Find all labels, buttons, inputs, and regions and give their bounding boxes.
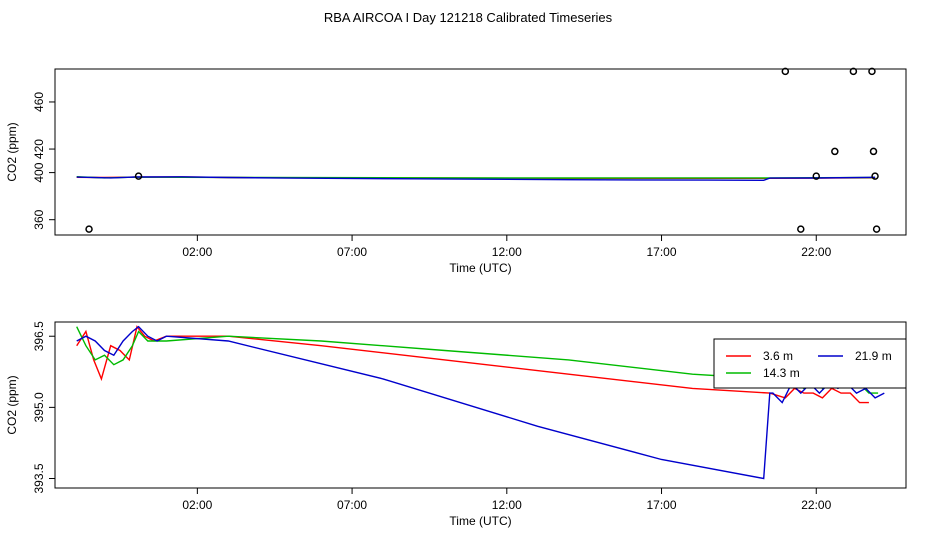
y-axis-label: CO2 (ppm) <box>5 122 19 181</box>
data-point <box>871 172 879 180</box>
x-tick-label: 12:00 <box>492 245 522 259</box>
data-point <box>849 67 858 76</box>
legend-label: 3.6 m <box>763 349 793 363</box>
x-tick-label: 07:00 <box>337 498 367 512</box>
legend-label: 14.3 m <box>763 366 800 380</box>
y-axis-label: CO2 (ppm) <box>5 375 19 434</box>
y-tick-label: 400 <box>32 162 46 182</box>
legend: 3.6 m 14.3 m 21.9 m <box>713 338 907 389</box>
data-point <box>797 225 805 233</box>
data-point <box>812 172 821 180</box>
x-tick-label: 07:00 <box>337 245 367 259</box>
series-line-3-6-m <box>76 325 869 404</box>
data-point <box>869 147 878 156</box>
x-tick-label: 12:00 <box>492 498 522 512</box>
legend-box <box>713 338 907 389</box>
data-point <box>872 225 881 233</box>
legend-label: 21.9 m <box>855 349 892 363</box>
data-point <box>868 67 876 76</box>
plot-frame <box>54 68 907 236</box>
data-point <box>134 172 143 180</box>
x-tick-label: 02:00 <box>182 498 212 512</box>
panel-2: 02:00 07:00 12:00 17:00 22:00 393.5 395.0 396.5… <box>5 321 907 528</box>
data-point <box>831 147 839 156</box>
chart-title: RBA AIRCOA I Day 121218 Calibrated Times… <box>323 10 613 25</box>
x-tick-label: 22:00 <box>801 498 831 512</box>
x-tick-label: 17:00 <box>647 498 677 512</box>
x-axis-label: Time (UTC) <box>449 261 511 275</box>
panel-1: 02:00 07:00 12:00 17:00 22:00 360 400 420 460 Tim… <box>5 67 907 275</box>
x-axis-label: Time (UTC) <box>449 514 511 528</box>
y-tick-label: 360 <box>32 209 46 229</box>
x-tick-label: 02:00 <box>182 245 212 259</box>
y-tick-label: 460 <box>32 92 46 112</box>
y-tick-label: 420 <box>32 139 46 159</box>
plot-frame <box>54 321 907 489</box>
y-tick-label: 393.5 <box>32 463 46 493</box>
data-point <box>85 225 93 233</box>
y-tick-label: 395.0 <box>32 392 46 422</box>
data-point <box>781 67 790 76</box>
x-tick-label: 17:00 <box>647 245 677 259</box>
x-tick-label: 22:00 <box>801 245 831 259</box>
y-tick-label: 396.5 <box>32 321 46 351</box>
